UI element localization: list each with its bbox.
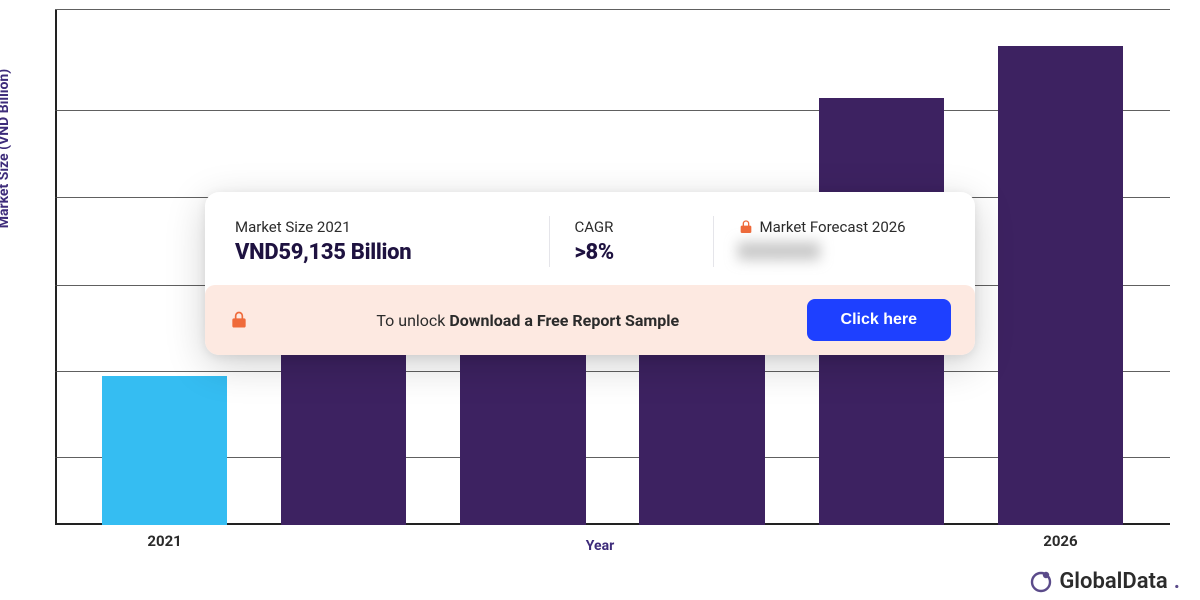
lock-icon <box>229 309 249 331</box>
brand-dot: . <box>1174 569 1180 594</box>
stat-value: VND59,135 Billion <box>235 240 525 265</box>
bar <box>998 46 1123 525</box>
brand-name: GlobalData <box>1059 569 1167 594</box>
y-axis-label: Market Size (VND Billion) <box>0 69 12 228</box>
stat-market-forecast-2026: Market Forecast 2026 XXXXXX <box>713 216 945 267</box>
bar <box>102 376 227 525</box>
summary-stats-row: Market Size 2021 VND59,135 Billion CAGR … <box>235 216 945 285</box>
click-here-button[interactable]: Click here <box>807 299 951 341</box>
cta-text-prefix: To unlock <box>376 311 449 330</box>
brand-watermark: GlobalData. <box>1029 569 1180 594</box>
x-axis-label: Year <box>0 538 1200 554</box>
stat-cagr: CAGR >8% <box>549 216 712 267</box>
brand-logo-icon <box>1029 570 1053 594</box>
cta-text: To unlock Download a Free Report Sample <box>263 311 793 330</box>
lock-icon <box>738 218 754 236</box>
stat-value-locked: XXXXXX <box>738 240 945 265</box>
stat-market-size-2021: Market Size 2021 VND59,135 Billion <box>235 216 549 267</box>
cta-text-bold: Download a Free Report Sample <box>449 311 679 330</box>
stat-label: Market Forecast 2026 <box>738 218 945 236</box>
stat-label: CAGR <box>574 218 688 236</box>
stat-label: Market Size 2021 <box>235 218 525 236</box>
unlock-cta-banner: To unlock Download a Free Report Sample … <box>205 285 975 355</box>
summary-card: Market Size 2021 VND59,135 Billion CAGR … <box>205 192 975 355</box>
stat-label-text: Market Forecast 2026 <box>760 218 906 236</box>
bar-slot <box>971 10 1150 525</box>
stat-value: >8% <box>574 240 688 265</box>
